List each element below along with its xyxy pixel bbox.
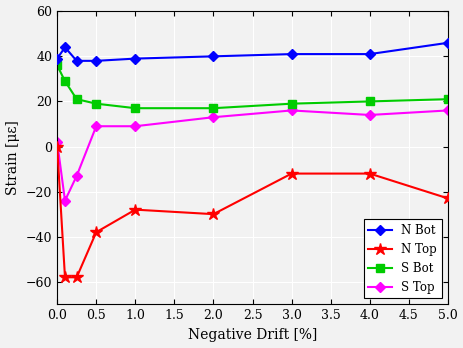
S Bot [54, 63, 60, 68]
N Top [288, 172, 294, 176]
N Top [93, 230, 99, 234]
N Bot [288, 52, 294, 56]
Y-axis label: Strain [με]: Strain [με] [6, 120, 20, 195]
N Top [366, 172, 372, 176]
S Bot [366, 99, 372, 103]
S Top [54, 140, 60, 144]
S Top [366, 113, 372, 117]
X-axis label: Negative Drift [%]: Negative Drift [%] [188, 328, 317, 342]
S Top [93, 124, 99, 128]
S Top [62, 199, 68, 203]
N Top [74, 275, 79, 279]
N Top [54, 144, 60, 149]
S Bot [444, 97, 450, 101]
S Top [74, 174, 79, 178]
S Top [444, 108, 450, 112]
S Bot [93, 102, 99, 106]
N Top [62, 275, 68, 279]
Line: S Top: S Top [54, 107, 450, 204]
N Bot [210, 54, 216, 58]
Line: N Bot: N Bot [54, 39, 450, 64]
S Bot [62, 79, 68, 83]
Line: N Top: N Top [51, 140, 453, 284]
S Bot [210, 106, 216, 110]
S Bot [132, 106, 138, 110]
N Bot [74, 59, 79, 63]
N Bot [62, 45, 68, 49]
Line: S Bot: S Bot [53, 61, 451, 112]
S Top [288, 108, 294, 112]
S Bot [288, 102, 294, 106]
S Top [132, 124, 138, 128]
N Bot [366, 52, 372, 56]
N Bot [132, 56, 138, 61]
S Bot [74, 97, 79, 101]
N Top [210, 212, 216, 216]
Legend: N Bot, N Top, S Bot, S Top: N Bot, N Top, S Bot, S Top [363, 219, 441, 299]
N Bot [444, 41, 450, 45]
N Bot [54, 56, 60, 61]
N Bot [93, 59, 99, 63]
S Top [210, 115, 216, 119]
N Top [132, 207, 138, 212]
N Top [444, 196, 450, 200]
